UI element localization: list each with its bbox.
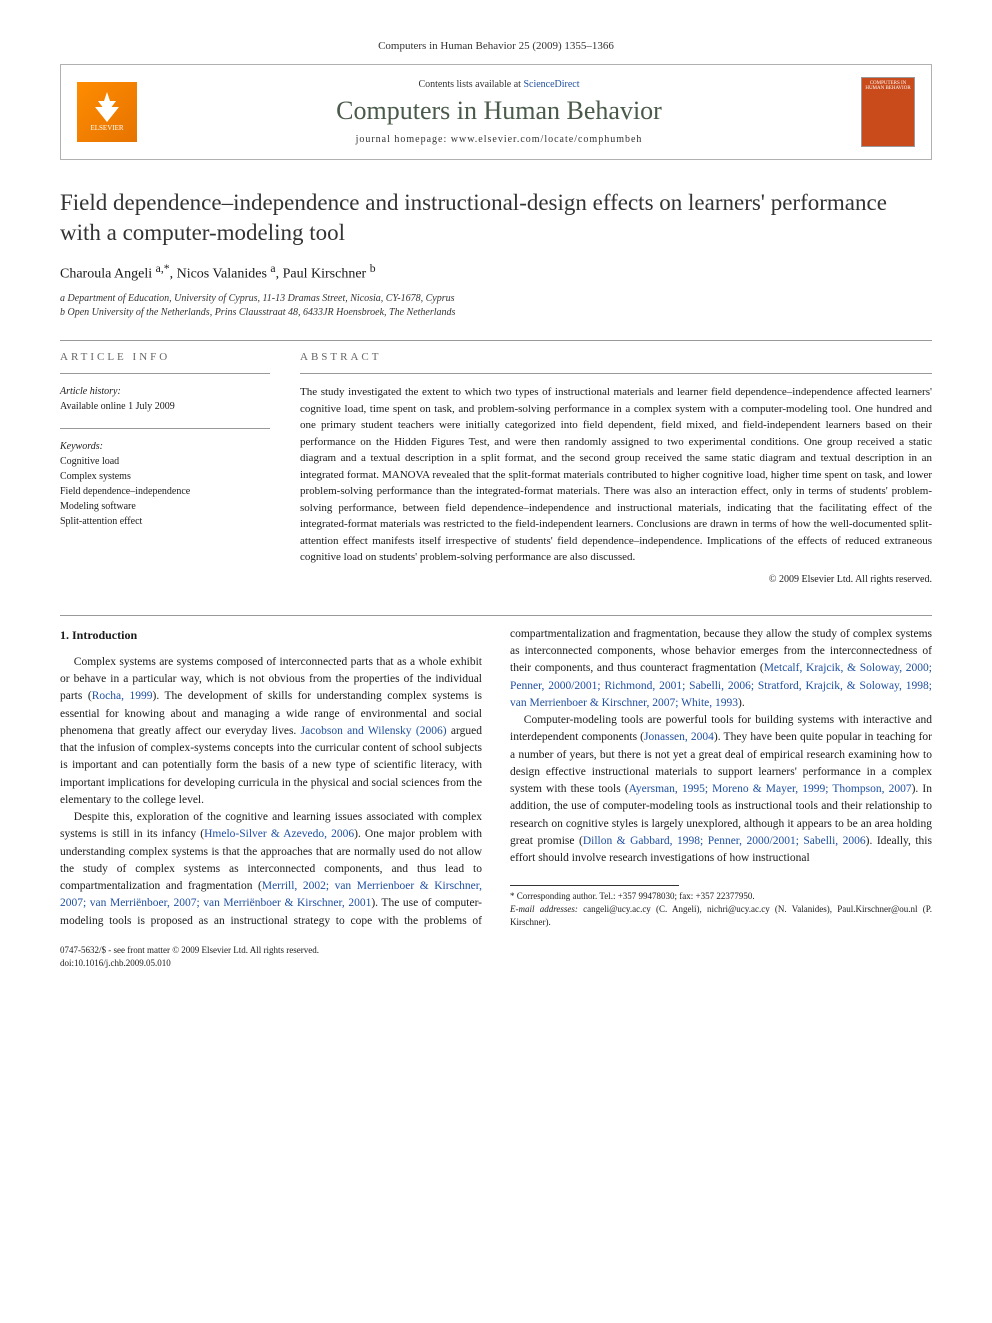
- footnote-separator: [510, 885, 679, 886]
- journal-header: ELSEVIER Contents lists available at Sci…: [60, 64, 932, 160]
- sciencedirect-link[interactable]: ScienceDirect: [523, 79, 579, 90]
- keyword: Modeling software: [60, 499, 270, 514]
- abstract-text: The study investigated the extent to whi…: [300, 384, 932, 566]
- citation-link[interactable]: Rocha, 1999: [92, 690, 153, 702]
- divider: [60, 615, 932, 616]
- body-paragraph: Computer-modeling tools are powerful too…: [510, 712, 932, 867]
- citation-link[interactable]: Hmelo-Silver & Azevedo, 2006: [204, 828, 354, 840]
- authors-line: Charoula Angeli a,*, Nicos Valanides a, …: [60, 262, 932, 283]
- info-abstract-row: ARTICLE INFO Article history: Available …: [60, 351, 932, 585]
- body-two-column: 1. Introduction Complex systems are syst…: [60, 626, 932, 930]
- journal-title: Computers in Human Behavior: [137, 96, 861, 126]
- history-line: Available online 1 July 2009: [60, 399, 270, 414]
- affiliation-b: b Open University of the Netherlands, Pr…: [60, 306, 932, 320]
- publisher-label: ELSEVIER: [90, 124, 123, 132]
- homepage-url: www.elsevier.com/locate/comphumbeh: [451, 134, 643, 145]
- page-container: Computers in Human Behavior 25 (2009) 13…: [0, 0, 992, 1009]
- citation-link[interactable]: Jonassen, 2004: [644, 731, 714, 743]
- tree-icon: [92, 92, 122, 122]
- email-label: E-mail addresses:: [510, 904, 578, 914]
- keyword: Split-attention effect: [60, 514, 270, 529]
- homepage-prefix: journal homepage:: [356, 134, 451, 145]
- keyword: Complex systems: [60, 469, 270, 484]
- body-paragraph: Complex systems are systems composed of …: [60, 654, 482, 809]
- divider: [300, 373, 932, 374]
- header-center: Contents lists available at ScienceDirec…: [137, 79, 861, 145]
- email-line: E-mail addresses: cangeli@ucy.ac.cy (C. …: [510, 903, 932, 928]
- divider: [60, 373, 270, 374]
- keywords-head: Keywords:: [60, 439, 270, 454]
- article-info-label: ARTICLE INFO: [60, 351, 270, 363]
- article-title: Field dependence–independence and instru…: [60, 188, 932, 248]
- affiliation-a: a Department of Education, University of…: [60, 292, 932, 306]
- history-head: Article history:: [60, 384, 270, 399]
- journal-cover-thumb: COMPUTERS IN HUMAN BEHAVIOR: [861, 77, 915, 147]
- keyword: Field dependence–independence: [60, 484, 270, 499]
- section-heading: 1. Introduction: [60, 626, 482, 644]
- keywords-block: Keywords: Cognitive load Complex systems…: [60, 439, 270, 529]
- contents-line: Contents lists available at ScienceDirec…: [137, 79, 861, 90]
- citation-link[interactable]: Dillon & Gabbard, 1998; Penner, 2000/200…: [583, 835, 866, 847]
- citation-line: Computers in Human Behavior 25 (2009) 13…: [60, 40, 932, 52]
- cover-label: COMPUTERS IN HUMAN BEHAVIOR: [865, 81, 910, 91]
- doi-line: doi:10.1016/j.chb.2009.05.010: [60, 957, 932, 970]
- keyword: Cognitive load: [60, 454, 270, 469]
- citation-link[interactable]: Jacobson and Wilensky (2006): [301, 725, 447, 737]
- abstract-copyright: © 2009 Elsevier Ltd. All rights reserved…: [300, 574, 932, 585]
- corresponding-author: * Corresponding author. Tel.: +357 99478…: [510, 890, 932, 903]
- divider: [60, 428, 270, 429]
- citation-link[interactable]: Ayersman, 1995; Moreno & Mayer, 1999; Th…: [629, 783, 912, 795]
- article-history: Article history: Available online 1 July…: [60, 384, 270, 414]
- article-info-col: ARTICLE INFO Article history: Available …: [60, 351, 270, 585]
- abstract-col: ABSTRACT The study investigated the exte…: [300, 351, 932, 585]
- page-footer: 0747-5632/$ - see front matter © 2009 El…: [60, 944, 932, 969]
- issn-line: 0747-5632/$ - see front matter © 2009 El…: [60, 944, 932, 957]
- elsevier-logo: ELSEVIER: [77, 82, 137, 142]
- contents-prefix: Contents lists available at: [418, 79, 523, 90]
- divider: [60, 340, 932, 341]
- footnotes: * Corresponding author. Tel.: +357 99478…: [510, 890, 932, 928]
- affiliations: a Department of Education, University of…: [60, 292, 932, 320]
- abstract-label: ABSTRACT: [300, 351, 932, 363]
- homepage-line: journal homepage: www.elsevier.com/locat…: [137, 134, 861, 145]
